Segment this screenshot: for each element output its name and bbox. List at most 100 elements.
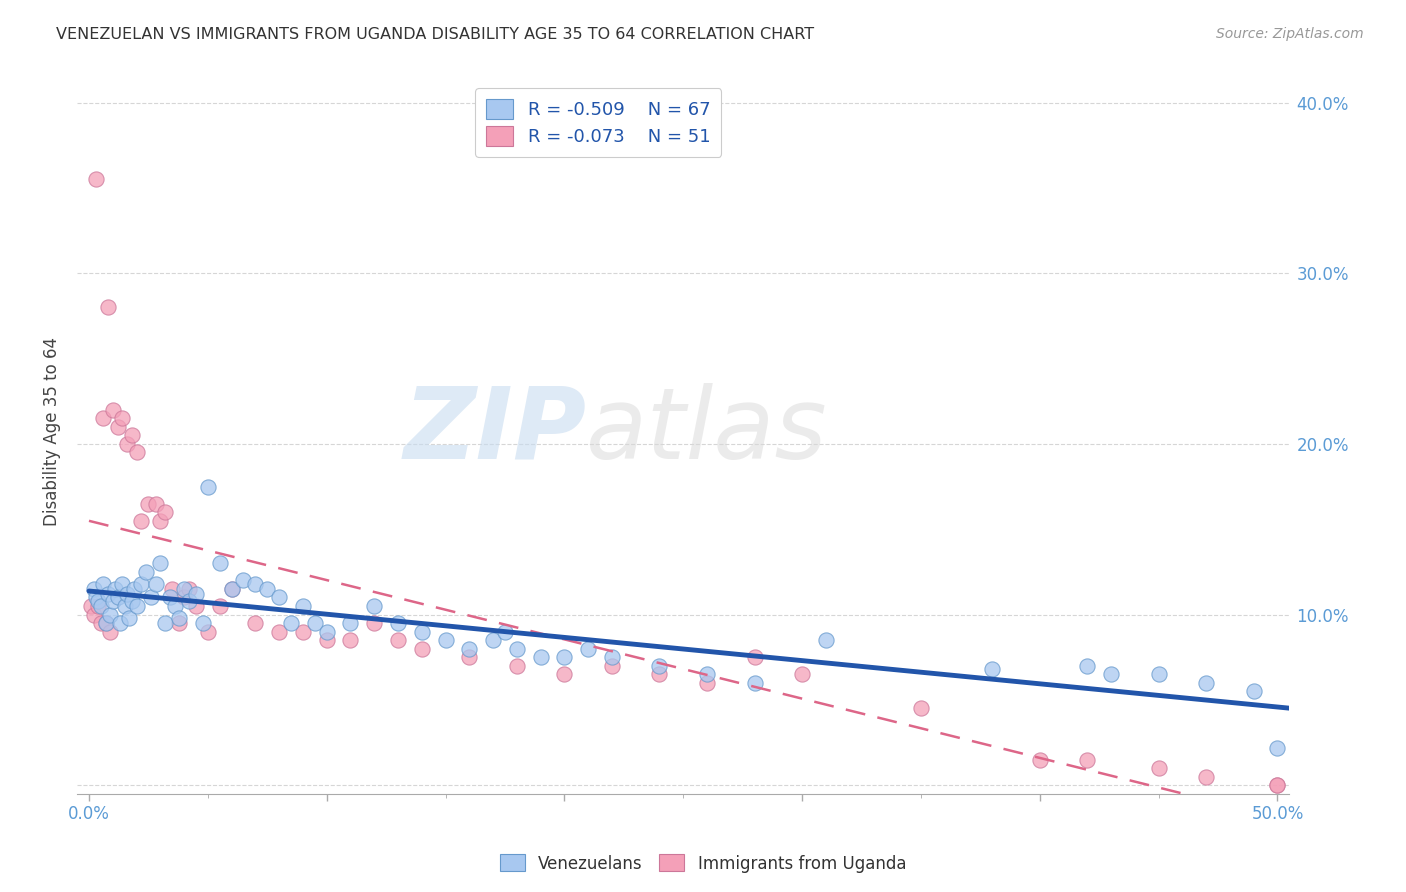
Point	[458, 641, 481, 656]
Point	[122, 582, 145, 596]
Point	[530, 650, 553, 665]
Point	[482, 633, 505, 648]
Point	[135, 565, 157, 579]
Point	[98, 624, 121, 639]
Point	[138, 497, 160, 511]
Point	[744, 650, 766, 665]
Point	[363, 599, 385, 613]
Point	[129, 514, 152, 528]
Point	[291, 599, 314, 613]
Point	[494, 624, 516, 639]
Point	[87, 599, 110, 613]
Point	[339, 615, 361, 630]
Point	[108, 615, 131, 630]
Point	[269, 624, 291, 639]
Point	[159, 591, 181, 605]
Point	[107, 591, 129, 605]
Point	[600, 650, 623, 665]
Point	[1076, 753, 1098, 767]
Point	[790, 667, 813, 681]
Point	[221, 582, 243, 596]
Point	[125, 445, 148, 459]
Y-axis label: Disability Age 35 to 64: Disability Age 35 to 64	[44, 336, 60, 525]
Point	[111, 411, 134, 425]
Point	[101, 402, 124, 417]
Point	[91, 411, 114, 425]
Point	[1099, 667, 1122, 681]
Point	[387, 633, 409, 648]
Text: ZIP: ZIP	[404, 383, 586, 480]
Point	[160, 582, 183, 596]
Legend: Venezuelans, Immigrants from Uganda: Venezuelans, Immigrants from Uganda	[494, 847, 912, 880]
Point	[94, 615, 117, 630]
Point	[1147, 761, 1170, 775]
Point	[169, 611, 191, 625]
Point	[981, 662, 1004, 676]
Point	[169, 615, 191, 630]
Point	[149, 557, 172, 571]
Point	[506, 641, 529, 656]
Point	[232, 574, 254, 588]
Point	[648, 667, 671, 681]
Point	[101, 594, 124, 608]
Point	[245, 615, 267, 630]
Point	[83, 582, 105, 596]
Point	[191, 615, 214, 630]
Point	[553, 667, 575, 681]
Text: Source: ZipAtlas.com: Source: ZipAtlas.com	[1216, 27, 1364, 41]
Point	[197, 479, 219, 493]
Point	[173, 591, 195, 605]
Point	[94, 615, 117, 630]
Point	[90, 615, 112, 630]
Point	[208, 557, 231, 571]
Point	[115, 437, 138, 451]
Point	[118, 611, 141, 625]
Point	[1147, 667, 1170, 681]
Point	[458, 650, 481, 665]
Point	[114, 599, 136, 613]
Point	[304, 615, 326, 630]
Point	[104, 582, 127, 596]
Point	[744, 675, 766, 690]
Point	[90, 599, 112, 613]
Point	[315, 633, 337, 648]
Point	[121, 428, 143, 442]
Point	[363, 615, 385, 630]
Point	[387, 615, 409, 630]
Point	[600, 658, 623, 673]
Point	[149, 514, 172, 528]
Point	[84, 591, 107, 605]
Point	[98, 607, 121, 622]
Point	[506, 658, 529, 673]
Point	[153, 505, 176, 519]
Point	[177, 582, 200, 596]
Point	[221, 582, 243, 596]
Point	[129, 576, 152, 591]
Point	[173, 582, 195, 596]
Point	[163, 599, 186, 613]
Point	[1195, 770, 1218, 784]
Point	[696, 675, 718, 690]
Point	[1243, 684, 1265, 698]
Point	[145, 576, 167, 591]
Point	[139, 591, 162, 605]
Point	[184, 599, 207, 613]
Point	[315, 624, 337, 639]
Point	[280, 615, 302, 630]
Point	[87, 594, 110, 608]
Point	[83, 607, 105, 622]
Point	[411, 624, 433, 639]
Point	[121, 594, 143, 608]
Point	[97, 301, 120, 315]
Point	[145, 497, 167, 511]
Point	[269, 591, 291, 605]
Point	[177, 594, 200, 608]
Point	[553, 650, 575, 665]
Point	[1267, 740, 1289, 755]
Point	[125, 599, 148, 613]
Point	[80, 599, 103, 613]
Point	[97, 587, 120, 601]
Point	[1267, 778, 1289, 792]
Point	[648, 658, 671, 673]
Point	[84, 172, 107, 186]
